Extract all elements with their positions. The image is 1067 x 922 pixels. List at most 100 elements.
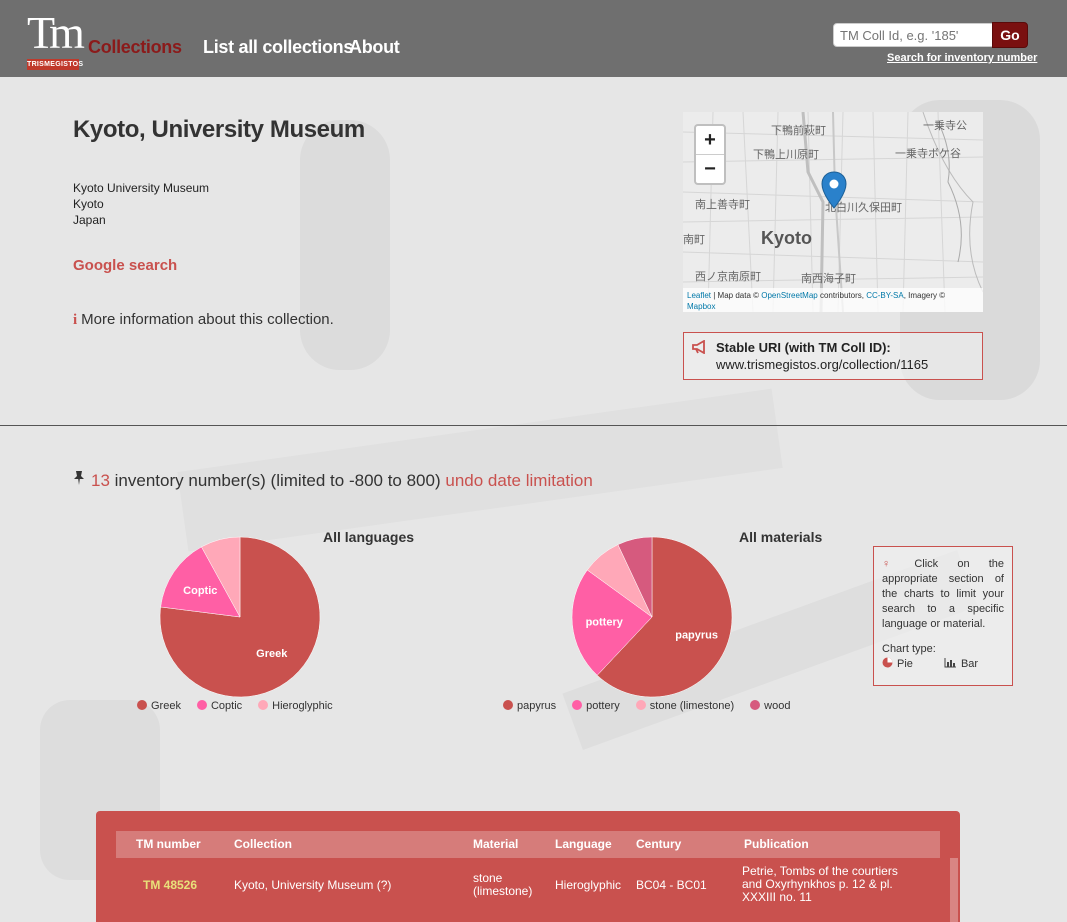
mapbox-link[interactable]: Mapbox [687, 302, 716, 311]
languages-chart-title: All languages [323, 529, 415, 545]
pie-slice-wood[interactable] [617, 536, 653, 618]
legend-swatch [258, 700, 269, 710]
more-info-link[interactable]: i More information about this collection. [73, 311, 334, 329]
legend-item[interactable]: Hieroglyphic [258, 700, 333, 712]
osm-link[interactable]: OpenStreetMap [761, 291, 818, 300]
legend-item[interactable]: papyrus [503, 700, 556, 712]
pie-slice-label: papyrus [675, 630, 718, 642]
nav-collections[interactable]: Collections [88, 37, 182, 57]
col-header-century[interactable]: Century [636, 837, 682, 851]
megaphone-icon [692, 340, 705, 354]
cell-collection: Kyoto, University Museum (?) [234, 878, 392, 892]
bar-chart-icon [944, 658, 956, 668]
pie-slice-label: pottery [586, 617, 624, 629]
go-button[interactable]: Go [992, 22, 1028, 48]
leaflet-link[interactable]: Leaflet [687, 291, 712, 300]
map-label: 西ノ京南原町 [695, 271, 761, 283]
map-label: 南町 [683, 234, 705, 246]
section-divider [0, 425, 1067, 426]
table-row[interactable]: TM 48526 Kyoto, University Museum (?) st… [116, 858, 940, 914]
map-zoom-control: + − [694, 124, 726, 185]
legend-label: Greek [151, 700, 181, 712]
zoom-in-button[interactable]: + [696, 126, 724, 155]
logo-ribbon: TRISMEGISTOS [27, 59, 84, 70]
pie-slice-hieroglyphic[interactable] [201, 536, 241, 618]
map-label: 南上善寺町 [695, 199, 750, 211]
pie-slice-coptic[interactable] [160, 546, 241, 618]
cell-tm-number[interactable]: TM 48526 [143, 878, 198, 892]
info-icon: i [73, 312, 78, 328]
license-link[interactable]: CC-BY-SA [866, 291, 904, 300]
zoom-out-button[interactable]: − [704, 158, 716, 180]
legend-item[interactable]: Coptic [196, 700, 243, 712]
stable-uri-box: Stable URI (with TM Coll ID): www.trisme… [683, 332, 983, 380]
undo-date-limitation-link[interactable]: undo date limitation [445, 471, 593, 490]
legend-item[interactable]: pottery [572, 700, 620, 712]
tm-coll-id-search-input[interactable] [833, 23, 993, 47]
inventory-summary: 13 inventory number(s) (limited to -800 … [73, 470, 593, 491]
languages-legend: Greek Coptic Hieroglyphic [137, 700, 349, 712]
page-title: Kyoto, University Museum [73, 116, 365, 143]
legend-item[interactable]: wood [750, 700, 790, 712]
map-label: 南西海子町 [801, 273, 856, 285]
map-label: 一乗寺ボケ谷 [895, 148, 961, 160]
map-label: 北白川久保田町 [825, 202, 902, 214]
cell-material: stone (limestone) [473, 871, 533, 898]
map-marker-icon[interactable] [820, 170, 848, 210]
location-map[interactable]: 下鴨前萩町 一乗寺公 下鴨上川原町 一乗寺ボケ谷 南上善寺町 北白川久保田町 南… [683, 112, 983, 312]
attrib-text: contributors, [817, 291, 867, 300]
collection-address: Kyoto University Museum Kyoto Japan [73, 180, 209, 228]
tip-text: Click on the appropriate section of the … [882, 558, 1004, 630]
legend-label: wood [764, 700, 791, 712]
legend-item[interactable]: Greek [137, 700, 181, 712]
legend-label: Coptic [210, 700, 243, 712]
legend-swatch [196, 700, 207, 710]
search-inventory-link[interactable]: Search for inventory number [887, 52, 1038, 64]
legend-swatch [572, 700, 583, 710]
google-search-link[interactable]: Google search [73, 257, 178, 274]
pie-slice-papyrus[interactable] [596, 536, 733, 698]
stable-uri-label: Stable URI (with TM Coll ID): [716, 340, 891, 355]
materials-chart-title: All materials [739, 529, 823, 545]
stable-uri-value[interactable]: www.trismegistos.org/collection/1165 [716, 357, 929, 372]
trismegistos-logo[interactable]: Tm TRISMEGISTOS [27, 7, 85, 70]
cell-language: Hieroglyphic [555, 878, 622, 892]
col-header-collection[interactable]: Collection [234, 837, 293, 851]
table-scrollbar[interactable] [950, 858, 958, 922]
bar-option[interactable]: Bar [944, 657, 978, 672]
col-header-language[interactable]: Language [555, 837, 612, 851]
map-city-label: Kyoto [761, 228, 812, 248]
legend-item[interactable]: stone (limestone) [635, 700, 735, 712]
legend-label: pottery [586, 700, 620, 712]
map-attribution: Leaflet | Map data © OpenStreetMap contr… [683, 288, 983, 312]
map-label: 下鴨前萩町 [771, 125, 826, 137]
legend-swatch [137, 700, 147, 710]
col-header-tm-number[interactable]: TM number [136, 837, 201, 851]
nav-about[interactable]: About [349, 37, 400, 57]
col-header-publication[interactable]: Publication [744, 837, 809, 851]
pie-option[interactable]: Pie [882, 657, 913, 672]
cell-century: BC04 - BC01 [636, 878, 707, 892]
lightbulb-icon: ♀ [882, 558, 907, 570]
cell-publication: Petrie, Tombs of the courtiers and Oxyrh… [742, 864, 898, 904]
tip-text-block: ♀ Click on the appropriate section of the… [882, 557, 1004, 632]
nav-list-all-collections[interactable]: List all collections [203, 37, 354, 57]
pie-chart-icon [882, 657, 893, 668]
bar-option-label: Bar [960, 658, 979, 670]
col-header-material[interactable]: Material [473, 837, 519, 851]
pie-slice-label: Greek [256, 648, 288, 660]
legend-swatch [750, 700, 761, 710]
table-header: TM number Collection Material Language C… [116, 831, 940, 858]
map-label: 一乗寺公 [923, 120, 967, 132]
top-header: Tm TRISMEGISTOS Collections List all col… [0, 0, 1067, 77]
materials-pie-chart[interactable]: papyrus pottery [562, 527, 742, 707]
address-line: Kyoto [73, 197, 104, 211]
languages-pie-chart[interactable]: Greek Coptic [150, 527, 330, 707]
legend-label: stone (limestone) [649, 700, 735, 712]
address-line: Kyoto University Museum [73, 181, 210, 195]
legend-swatch [635, 700, 646, 710]
inventory-count: 13 [91, 471, 110, 490]
legend-label: papyrus [517, 700, 557, 712]
logo-monogram: Tm [27, 7, 85, 58]
pie-slice-pottery[interactable] [571, 569, 653, 676]
